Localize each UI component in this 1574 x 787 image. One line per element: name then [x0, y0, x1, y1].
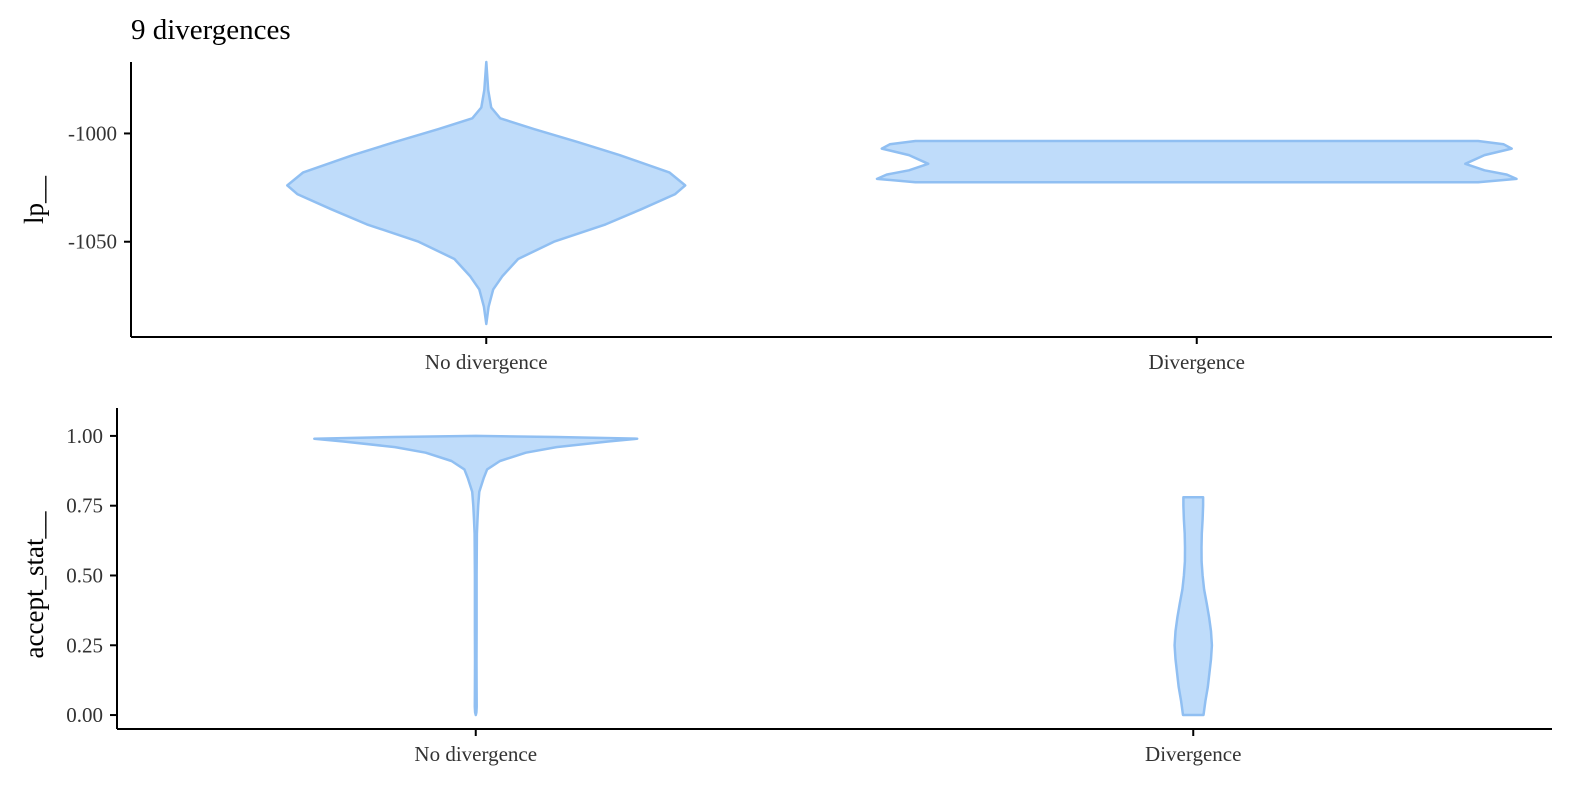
- x-tick-label: Divergence: [1149, 350, 1245, 374]
- chart-title: 9 divergences: [131, 14, 291, 46]
- violin-no-divergence: [313, 434, 639, 717]
- x-tick-label: No divergence: [425, 350, 548, 374]
- y-axis-label-accept-stat: accept_stat__: [19, 511, 49, 658]
- panel-lp: lp__ -1000 -1050 No divergence Divergence: [19, 60, 1552, 374]
- violin-divergence: [1173, 496, 1214, 717]
- x-tick-label: Divergence: [1145, 742, 1241, 766]
- y-tick-label: 1.00: [66, 424, 103, 448]
- y-tick-label: 0.50: [66, 563, 103, 587]
- panel-accept-stat: accept_stat__ 0.00 0.25 0.50 0.75 1.00 No div…: [19, 408, 1552, 766]
- y-tick-label: 0.00: [66, 703, 103, 727]
- y-tick-label: 0.75: [66, 494, 103, 518]
- y-tick-label: -1000: [68, 121, 117, 145]
- y-axis-label-lp: lp__: [19, 176, 49, 225]
- y-tick-label: -1050: [68, 230, 117, 254]
- x-tick-label: No divergence: [414, 742, 537, 766]
- violin-divergence: [875, 139, 1518, 184]
- violin-no-divergence: [286, 60, 687, 326]
- y-tick-label: 0.25: [66, 633, 103, 657]
